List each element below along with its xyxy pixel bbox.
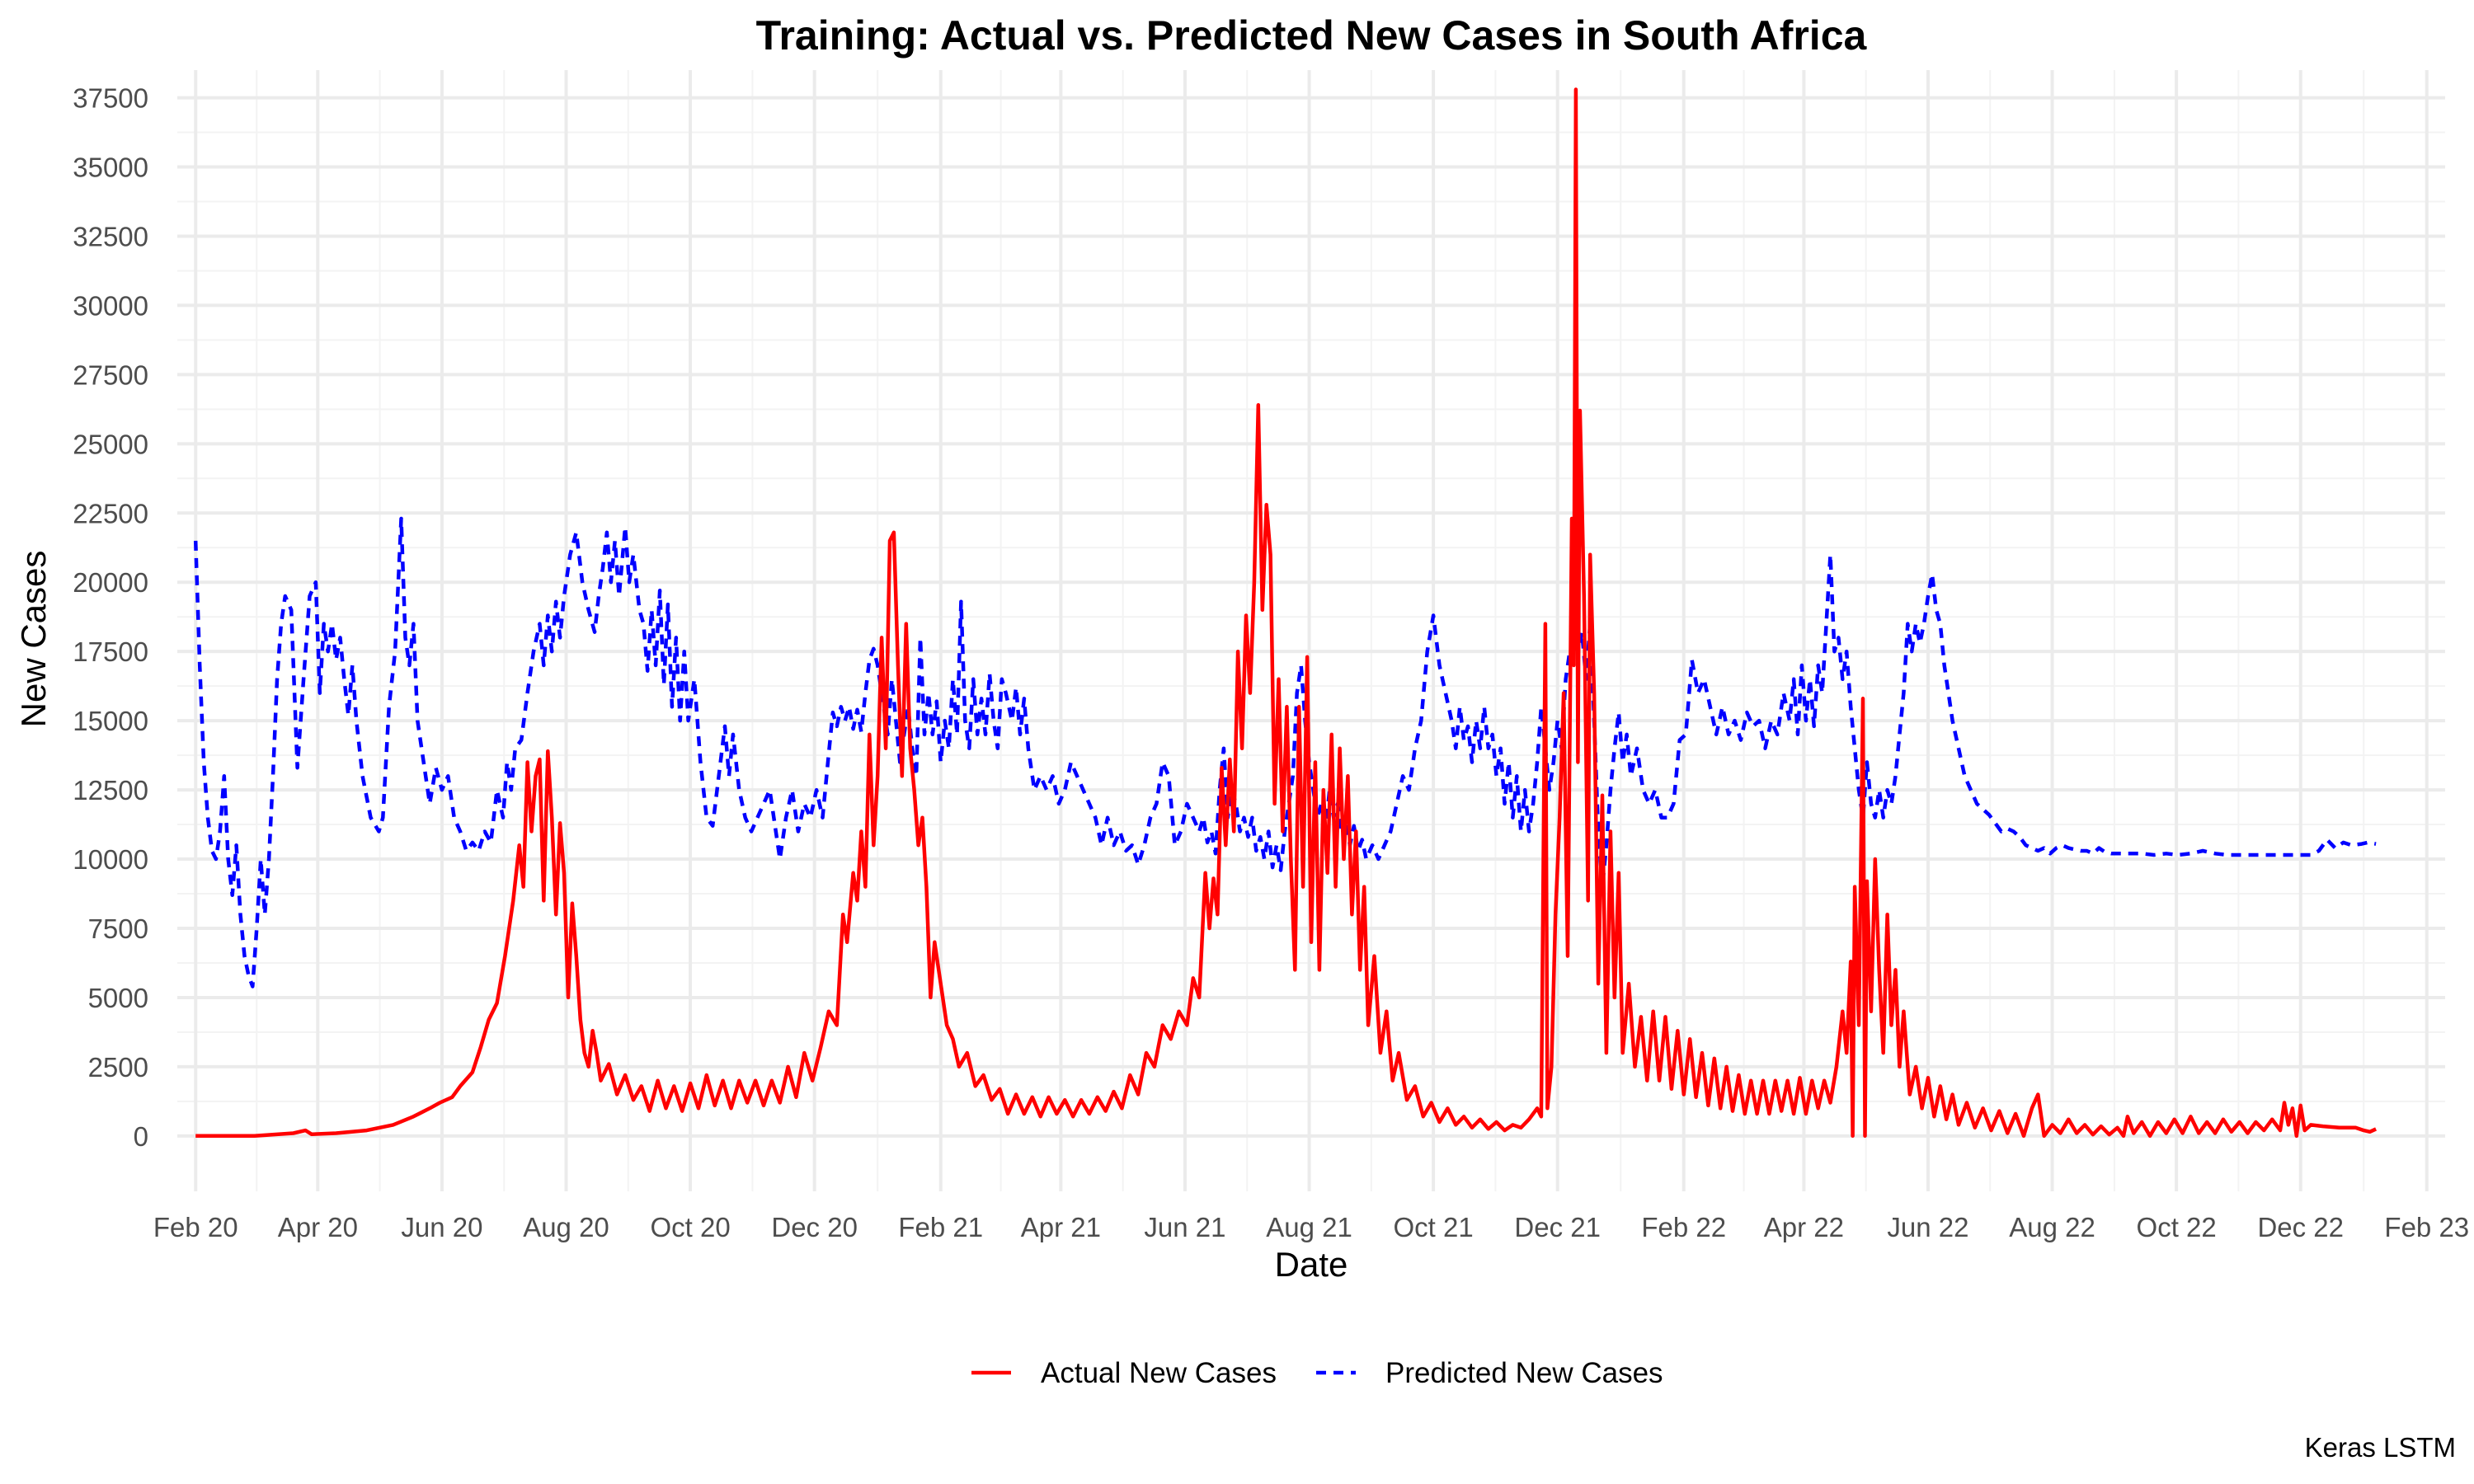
x-tick-label: Feb 23 bbox=[2384, 1212, 2469, 1242]
y-tick-label: 7500 bbox=[88, 913, 148, 944]
x-tick-labels: Feb 20 Apr 20 Jun 20 Aug 20 Oct 20 Dec 20 Feb … bbox=[153, 1212, 2469, 1242]
x-tick-label: Jun 21 bbox=[1144, 1212, 1225, 1242]
x-tick-label: Apr 21 bbox=[1021, 1212, 1101, 1242]
grid bbox=[177, 70, 2445, 1191]
x-tick-label: Apr 20 bbox=[278, 1212, 358, 1242]
x-tick-label: Aug 22 bbox=[2009, 1212, 2095, 1242]
y-axis-title: New Cases bbox=[14, 551, 53, 728]
chart-title: Training: Actual vs. Predicted New Cases… bbox=[756, 12, 1868, 59]
y-tick-label: 12500 bbox=[73, 775, 148, 805]
y-tick-label: 32500 bbox=[73, 221, 148, 251]
x-tick-label: Feb 21 bbox=[898, 1212, 983, 1242]
x-tick-label: Apr 22 bbox=[1764, 1212, 1844, 1242]
y-tick-label: 30000 bbox=[73, 290, 148, 321]
y-tick-label: 22500 bbox=[73, 498, 148, 528]
y-tick-label: 35000 bbox=[73, 153, 148, 183]
series-line-actual bbox=[195, 87, 2378, 1139]
y-tick-label: 10000 bbox=[73, 844, 148, 875]
y-tick-labels: 0 2500 5000 7500 10000 12500 15000 17500 20000 22… bbox=[73, 83, 148, 1152]
y-tick-label: 25000 bbox=[73, 429, 148, 459]
series-lines bbox=[193, 87, 2378, 1139]
x-tick-label: Dec 22 bbox=[2257, 1212, 2344, 1242]
legend-label-predicted: Predicted New Cases bbox=[1385, 1357, 1663, 1389]
x-tick-label: Jun 22 bbox=[1887, 1212, 1968, 1242]
y-tick-label: 2500 bbox=[88, 1052, 148, 1082]
x-tick-label: Dec 20 bbox=[771, 1212, 858, 1242]
y-tick-label: 27500 bbox=[73, 359, 148, 390]
x-tick-label: Oct 20 bbox=[650, 1212, 730, 1242]
legend-label-actual: Actual New Cases bbox=[1041, 1357, 1277, 1389]
x-tick-label: Aug 21 bbox=[1266, 1212, 1352, 1242]
y-tick-label: 20000 bbox=[73, 567, 148, 598]
x-tick-label: Oct 21 bbox=[1394, 1212, 1474, 1242]
x-axis-title: Date bbox=[1275, 1245, 1348, 1284]
x-tick-label: Oct 22 bbox=[2137, 1212, 2217, 1242]
y-tick-label: 15000 bbox=[73, 706, 148, 736]
y-tick-label: 37500 bbox=[73, 83, 148, 114]
caption: Keras LSTM bbox=[2305, 1432, 2456, 1463]
y-tick-label: 17500 bbox=[73, 636, 148, 667]
x-tick-label: Aug 20 bbox=[523, 1212, 609, 1242]
y-tick-label: 5000 bbox=[88, 983, 148, 1013]
x-tick-label: Feb 22 bbox=[1641, 1212, 1726, 1242]
y-tick-label: 0 bbox=[134, 1121, 148, 1152]
x-tick-label: Dec 21 bbox=[1514, 1212, 1601, 1242]
x-tick-label: Jun 20 bbox=[401, 1212, 482, 1242]
x-tick-label: Feb 20 bbox=[153, 1212, 238, 1242]
legend: Actual New Cases Predicted New Cases bbox=[971, 1357, 1663, 1389]
